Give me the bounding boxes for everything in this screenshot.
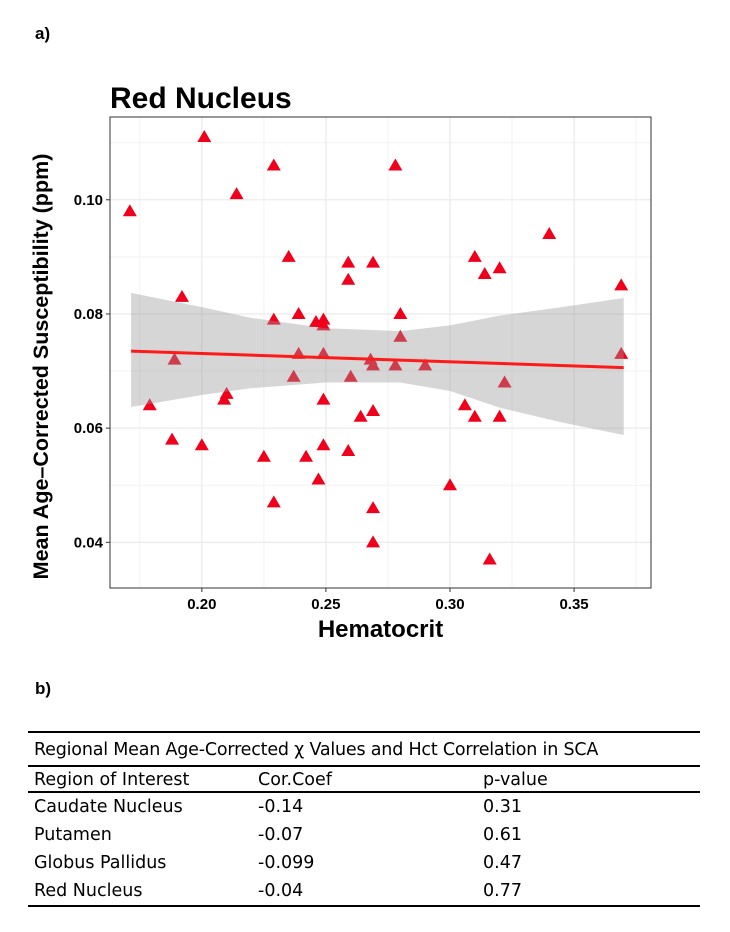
panel-a-label: a)	[35, 24, 51, 43]
data-point-triangle	[366, 501, 381, 514]
x-tick-label: 0.25	[311, 596, 340, 613]
cell-corcoef: -0.099	[258, 853, 315, 873]
regression-line	[131, 349, 624, 370]
data-point-triangle	[291, 306, 306, 319]
data-point-triangle	[281, 249, 296, 262]
x-tick-label: 0.35	[559, 596, 588, 613]
cell-pvalue: 0.77	[483, 881, 522, 901]
data-point-triangle	[217, 392, 232, 405]
table-row: Caudate Nucleus -0.14 0.31	[28, 793, 700, 821]
data-point-triangle	[467, 409, 482, 422]
data-point-triangle	[467, 249, 482, 262]
data-point-triangle	[316, 392, 331, 405]
data-point-triangle	[229, 187, 244, 200]
data-point-triangle	[366, 535, 381, 548]
table-header-row: Region of Interest Cor.Coef p-value	[28, 767, 700, 793]
data-point-triangle	[492, 409, 507, 422]
data-point-triangle	[393, 306, 408, 319]
cell-region: Red Nucleus	[34, 881, 143, 901]
data-point-triangle	[341, 443, 356, 456]
data-point-triangle	[122, 204, 137, 217]
data-point-triangle	[167, 352, 182, 365]
header-region: Region of Interest	[34, 770, 190, 790]
data-point-triangle	[388, 358, 403, 371]
data-point-triangle	[542, 227, 557, 240]
data-point-triangle	[343, 369, 358, 382]
chart-title: Red Nucleus	[110, 82, 292, 115]
cell-region: Caudate Nucleus	[34, 797, 183, 817]
data-point-triangle	[393, 329, 408, 342]
panel-b-label: b)	[35, 679, 52, 698]
cell-corcoef: -0.14	[258, 797, 304, 817]
data-point-triangle	[341, 272, 356, 285]
cell-pvalue: 0.47	[483, 853, 522, 873]
data-point-triangle	[477, 267, 492, 279]
data-point-triangle	[286, 369, 301, 382]
data-point-triangle	[194, 438, 209, 451]
cell-pvalue: 0.61	[483, 825, 522, 845]
table-row: Red Nucleus -0.04 0.77	[28, 877, 700, 907]
data-point-triangle	[388, 158, 403, 171]
data-point-triangle	[256, 449, 271, 462]
data-point-triangle	[316, 318, 331, 331]
data-point-triangle	[266, 312, 281, 325]
data-point-triangle	[442, 478, 457, 491]
data-point-triangle	[366, 358, 381, 371]
y-tick-label: 0.10	[74, 192, 103, 209]
cell-pvalue: 0.31	[483, 797, 522, 817]
correlation-table: Regional Mean Age-Corrected χ Values and…	[28, 731, 700, 907]
data-point-triangle	[266, 158, 281, 171]
data-point-triangle	[266, 495, 281, 508]
table-row: Putamen -0.07 0.61	[28, 821, 700, 849]
data-point-triangle	[497, 375, 512, 388]
data-point-triangle	[311, 472, 326, 485]
data-point-triangle	[482, 552, 497, 565]
plot-border	[109, 116, 652, 589]
data-point-triangle	[614, 346, 629, 359]
x-tick-label: 0.20	[187, 596, 216, 613]
table-caption: Regional Mean Age-Corrected χ Values and…	[28, 731, 700, 767]
data-point-triangle	[341, 255, 356, 268]
y-tick-label: 0.04	[74, 534, 104, 551]
cell-corcoef: -0.04	[258, 881, 304, 901]
y-tick-label: 0.06	[74, 420, 103, 437]
data-point-triangle	[366, 255, 381, 268]
data-point-triangle	[457, 398, 472, 411]
y-tick-label: 0.08	[74, 306, 103, 323]
scatter-chart: 0.20 0.25 0.30 0.35 0.04 0.06 0.08 0.10 Red Nucl…	[29, 82, 652, 643]
confidence-band	[131, 292, 624, 435]
data-point-triangle	[418, 358, 433, 371]
data-point-triangle	[316, 438, 331, 451]
data-point-triangle	[366, 404, 381, 417]
data-point-triangle	[353, 409, 368, 422]
y-axis-label: Mean Age–Corrected Susceptibility (ppm)	[29, 154, 53, 580]
cell-region: Putamen	[34, 825, 112, 845]
data-point-triangle	[142, 398, 157, 411]
header-corcoef: Cor.Coef	[258, 770, 332, 790]
x-axis-label: Hematocrit	[318, 616, 443, 643]
x-tick-label: 0.30	[435, 596, 464, 613]
cell-region: Globus Pallidus	[34, 853, 167, 873]
cell-corcoef: -0.07	[258, 825, 304, 845]
data-point-triangle	[197, 129, 212, 142]
data-point-triangle	[174, 289, 189, 302]
table-row: Globus Pallidus -0.099 0.47	[28, 849, 700, 877]
header-pvalue: p-value	[483, 770, 548, 790]
data-point-triangle	[299, 449, 314, 462]
data-point-triangle	[165, 432, 180, 445]
data-point-triangle	[492, 261, 507, 274]
data-point-triangle	[614, 278, 629, 291]
